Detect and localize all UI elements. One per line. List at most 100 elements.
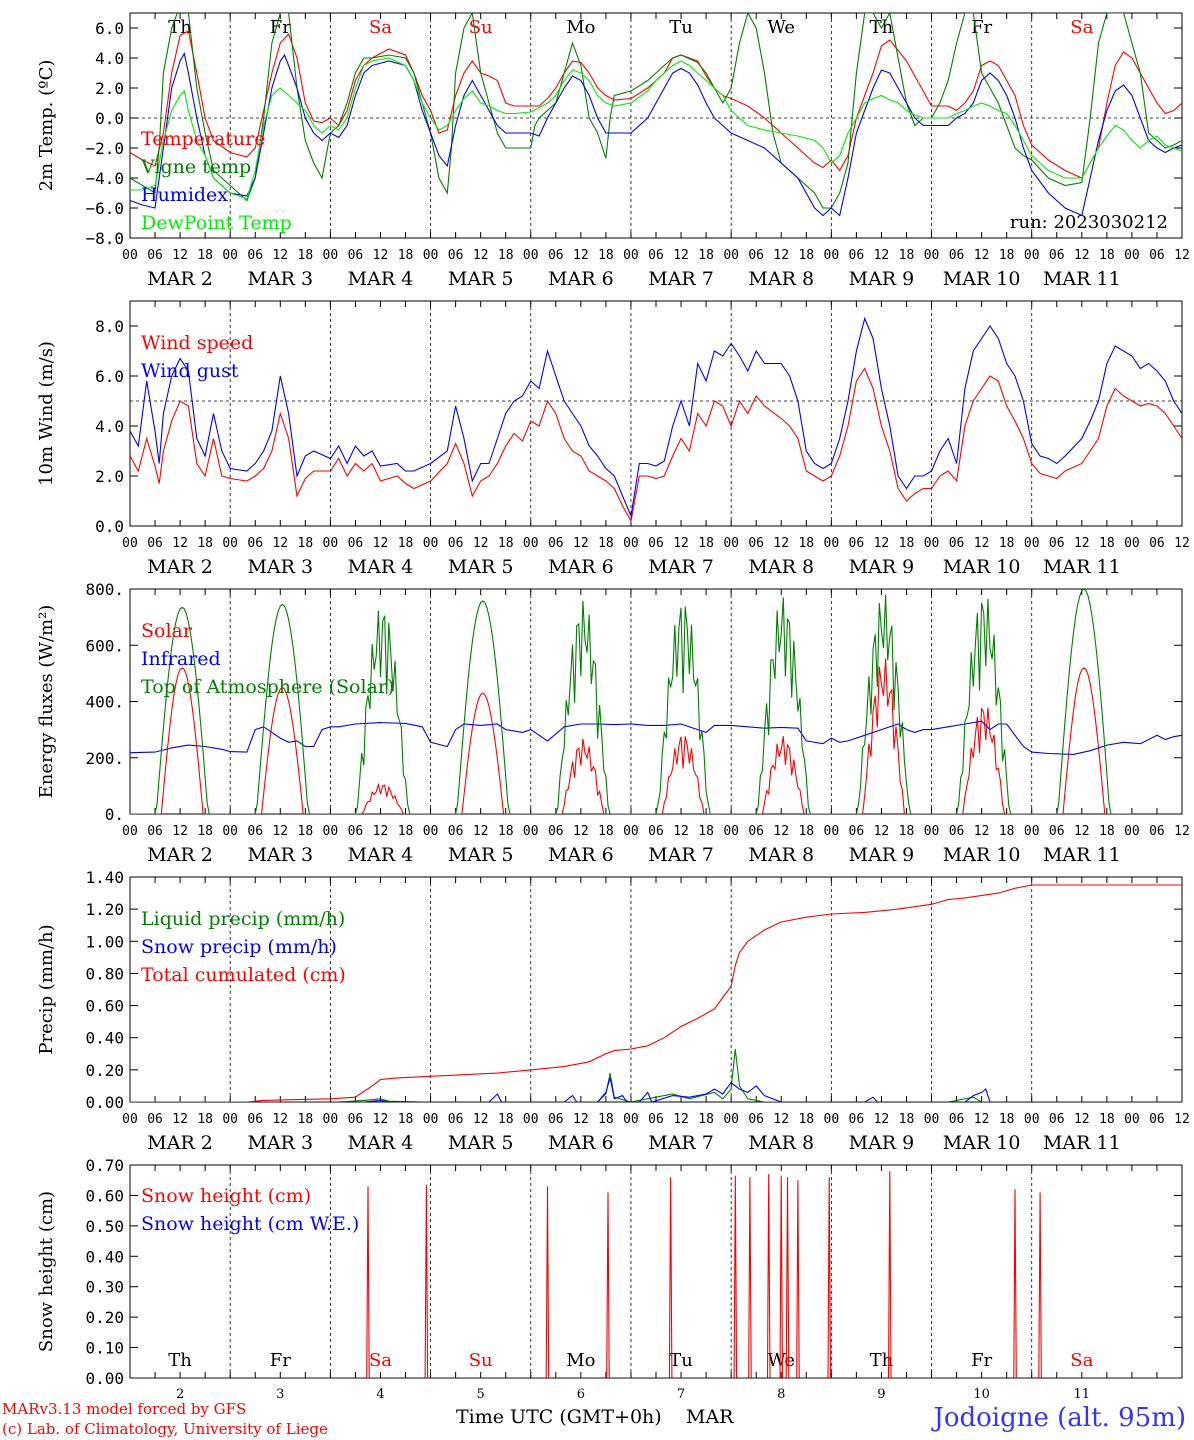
hour-tick-label: 12	[473, 824, 489, 839]
hour-tick-label: 00	[222, 824, 238, 839]
legend-entry: Temperature	[141, 128, 265, 150]
hour-tick-label: 12	[473, 536, 489, 551]
day-date-label: 8	[777, 1387, 785, 1402]
legend-entry: Total cumulated (cm)	[141, 964, 346, 986]
hour-tick-label: 18	[498, 824, 514, 839]
hour-tick-label: 18	[1099, 536, 1115, 551]
hour-tick-label: 00	[623, 1112, 639, 1127]
hour-tick-label: 18	[698, 536, 714, 551]
hour-tick-label: 12	[373, 248, 389, 263]
hour-tick-label: 18	[398, 1112, 414, 1127]
day-month-label: MAR 9	[849, 844, 915, 866]
hour-tick-label: 06	[849, 248, 865, 263]
hour-tick-label: 00	[1124, 824, 1140, 839]
hour-tick-label: 12	[773, 536, 789, 551]
hour-tick-label: 18	[1099, 248, 1115, 263]
y-tick-label: 0.00	[85, 1093, 124, 1112]
hour-tick-label: 12	[373, 824, 389, 839]
hour-tick-label: 12	[172, 536, 188, 551]
hour-tick-label: 06	[1149, 536, 1165, 551]
day-month-label: MAR 9	[849, 556, 915, 578]
hour-tick-label: 12	[974, 1112, 990, 1127]
hour-tick-label: 00	[523, 248, 539, 263]
weekday-label: We	[767, 1350, 795, 1371]
hour-tick-label: 12	[874, 536, 890, 551]
hour-tick-label: 18	[899, 536, 915, 551]
hour-tick-label: 06	[849, 1112, 865, 1127]
hour-tick-label: 18	[197, 1112, 213, 1127]
day-month-label: MAR 11	[1043, 1132, 1121, 1154]
hour-tick-label: 12	[172, 248, 188, 263]
hour-tick-label: 12	[573, 824, 589, 839]
y-tick-label: 4.0	[95, 417, 124, 436]
y-axis-label: 10m Wind (m/s)	[36, 341, 57, 486]
hour-tick-label: 06	[748, 824, 764, 839]
day-month-label: MAR 4	[348, 268, 414, 290]
weekday-label: Tu	[669, 1350, 693, 1371]
y-tick-label: 6.0	[95, 367, 124, 386]
y-tick-label: 600.	[85, 636, 124, 655]
hour-tick-label: 06	[348, 536, 364, 551]
y-tick-label: −6.0	[85, 199, 124, 218]
hour-tick-label: 00	[1124, 536, 1140, 551]
hour-tick-label: 06	[1149, 248, 1165, 263]
day-month-label: MAR 4	[348, 844, 414, 866]
day-month-label: MAR 7	[648, 1132, 714, 1154]
series-group	[130, 316, 1182, 523]
weekday-label: Mo	[566, 1350, 595, 1371]
panel-temp: −8.0 −6.0 −4.0 −2.0 0.0 2.0 4.0 6.0 2m Temp. (ºC…	[36, 12, 1190, 290]
day-month-label: MAR 6	[548, 268, 614, 290]
weekday-label: Sa	[369, 17, 392, 38]
hour-tick-label: 12	[573, 1112, 589, 1127]
series-group	[130, 1171, 1182, 1378]
hour-tick-label: 18	[899, 1112, 915, 1127]
run-annotation: run: 2023030212	[1010, 212, 1168, 233]
y-tick-label: 0.70	[85, 1156, 124, 1175]
series-line-infrared	[130, 720, 1182, 755]
hour-tick-label: 06	[548, 824, 564, 839]
y-tick-label: 0.20	[85, 1308, 124, 1327]
hour-tick-label: 00	[824, 536, 840, 551]
day-month-label: MAR 2	[147, 268, 213, 290]
hour-tick-label: 12	[974, 824, 990, 839]
hour-tick-label: 18	[498, 1112, 514, 1127]
weekday-label: Sa	[1070, 1350, 1093, 1371]
day-month-label: MAR 11	[1043, 556, 1121, 578]
series-group	[130, 884, 1182, 1102]
hour-tick-label: 12	[272, 1112, 288, 1127]
day-month-label: MAR 9	[849, 268, 915, 290]
hour-tick-label: 06	[1049, 248, 1065, 263]
y-tick-label: 0.00	[85, 1369, 124, 1388]
hour-tick-label: 18	[498, 248, 514, 263]
hour-tick-label: 06	[448, 248, 464, 263]
weekday-label: Su	[469, 17, 493, 38]
series-line-solar	[130, 658, 1132, 814]
series-line-wind-speed	[130, 367, 1182, 523]
station-label: Jodoigne (alt. 95m)	[930, 1403, 1186, 1433]
hour-tick-label: 00	[824, 1112, 840, 1127]
day-date-label: 11	[1074, 1387, 1091, 1402]
day-month-label: MAR 7	[648, 844, 714, 866]
series-line-liquid-precip-mm-h	[130, 1048, 1182, 1102]
hour-tick-label: 18	[598, 536, 614, 551]
y-tick-label: 800.	[85, 580, 124, 599]
hour-tick-label: 12	[373, 536, 389, 551]
day-month-label: MAR 4	[348, 556, 414, 578]
hour-tick-label: 00	[222, 1112, 238, 1127]
hour-tick-label: 06	[247, 824, 263, 839]
hour-tick-label: 06	[548, 536, 564, 551]
hour-tick-label: 06	[849, 824, 865, 839]
hour-tick-label: 00	[423, 1112, 439, 1127]
hour-tick-label: 06	[648, 824, 664, 839]
hour-tick-label: 00	[723, 536, 739, 551]
hour-tick-label: 06	[448, 1112, 464, 1127]
panel-wind: 0.0 2.0 4.0 6.0 8.0 10m Wind (m/s) 00 06 12 18 00 0…	[36, 300, 1190, 578]
plot-frame	[129, 12, 1183, 239]
day-month-label: MAR 3	[247, 268, 313, 290]
hour-tick-label: 18	[698, 1112, 714, 1127]
day-date-label: 3	[276, 1387, 284, 1402]
weekday-label: Mo	[566, 17, 595, 38]
hour-tick-label: 00	[1024, 248, 1040, 263]
hour-tick-label: 06	[348, 1112, 364, 1127]
